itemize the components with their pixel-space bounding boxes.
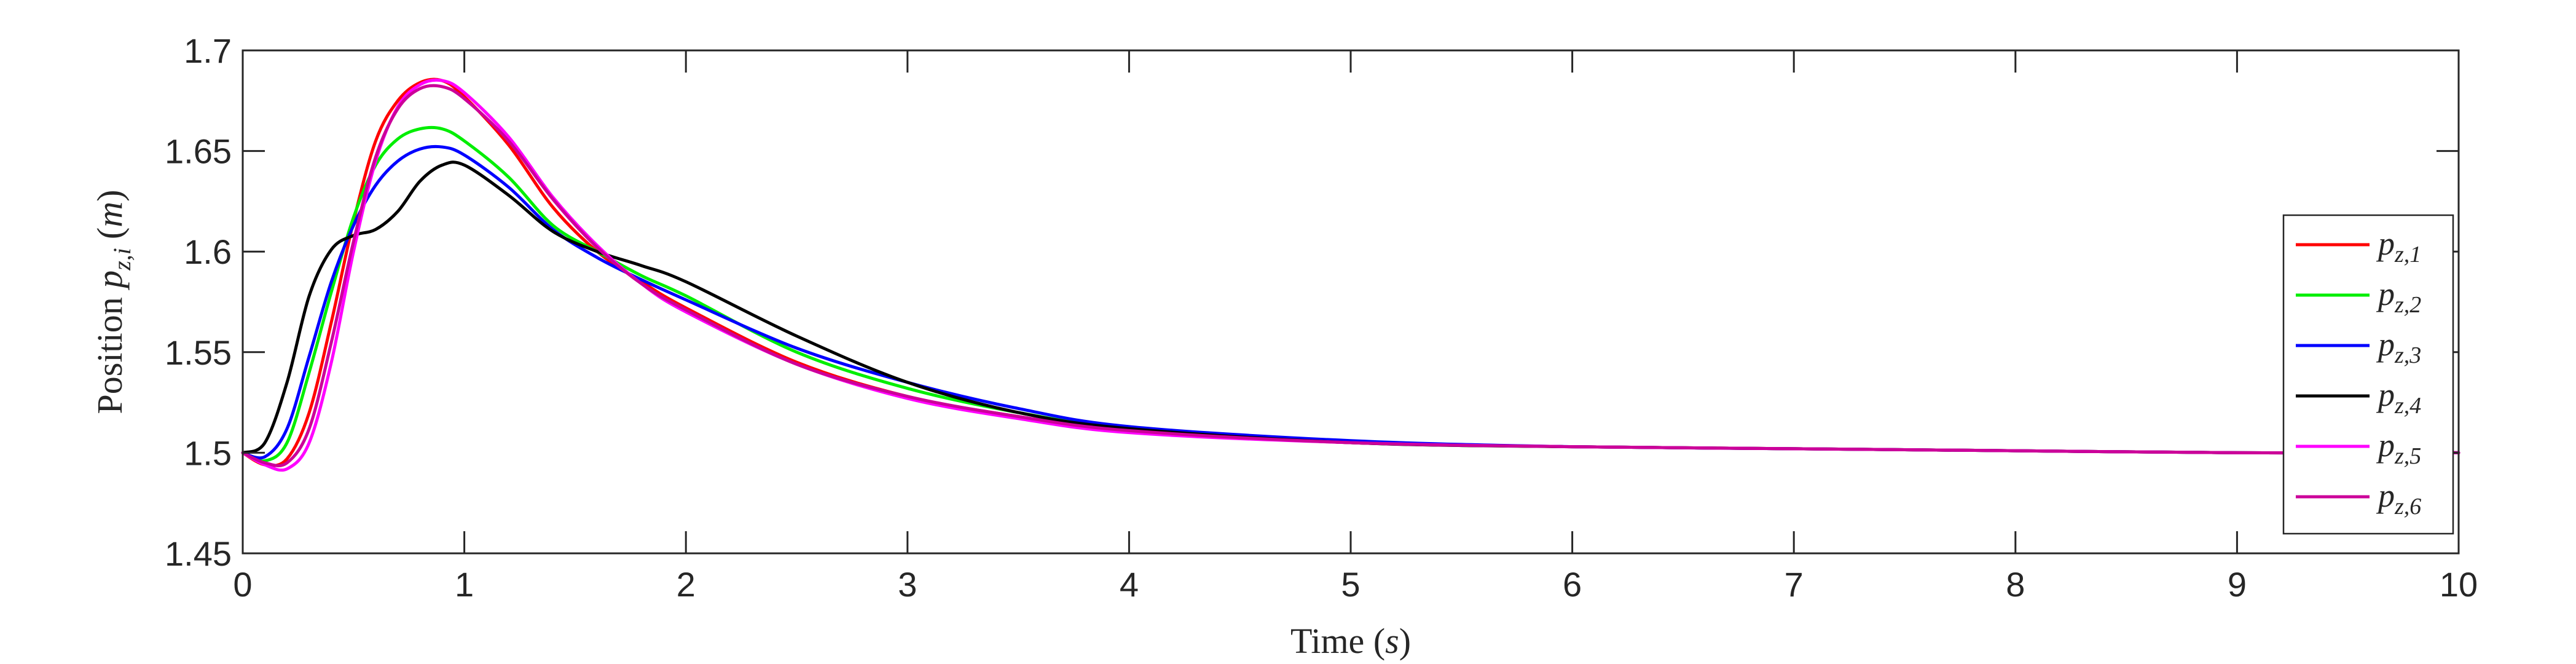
- y-tick-label: 1.5: [184, 433, 232, 472]
- x-tick-label: 0: [233, 565, 252, 604]
- x-tick-label: 6: [1563, 565, 1582, 604]
- legend-label-3: pz,3: [2376, 326, 2421, 368]
- y-tick-label: 1.45: [165, 534, 232, 573]
- x-tick-label: 10: [2440, 565, 2478, 604]
- x-tick-label: 5: [1341, 565, 1360, 604]
- y-tick-label: 1.65: [165, 132, 232, 171]
- x-tick-label: 1: [455, 565, 474, 604]
- x-tick-label: 7: [1785, 565, 1804, 604]
- legend-label-4: pz,4: [2376, 376, 2421, 419]
- legend-label-1: pz,1: [2376, 225, 2421, 267]
- y-tick-label: 1.6: [184, 232, 232, 271]
- x-tick-label: 9: [2228, 565, 2247, 604]
- legend-label-2: pz,2: [2376, 275, 2421, 318]
- y-tick-label: 1.55: [165, 333, 232, 372]
- series-line-6: [241, 84, 2460, 468]
- legend: pz,1 pz,2 pz,3 pz,4 pz,5 pz,6: [2282, 214, 2454, 535]
- x-tick-label: 2: [677, 565, 696, 604]
- x-tick-label: 4: [1120, 565, 1139, 604]
- y-axis-title: Position pz,i(m): [90, 190, 136, 414]
- y-tick-label: 1.7: [184, 31, 232, 70]
- legend-label-5: pz,5: [2376, 427, 2421, 469]
- y-axis: 1.45 1.5 1.55 1.6 1.65 1.7: [165, 31, 2459, 573]
- plot-area: [243, 50, 2459, 553]
- legend-box: [2282, 214, 2454, 535]
- x-tick-label: 8: [2006, 565, 2025, 604]
- x-axis-title: Time (s): [1290, 621, 1411, 661]
- series-layer: [241, 77, 2460, 472]
- x-axis: 0 1 2 3 4 5 6 7 8 9 10: [233, 50, 2478, 604]
- legend-label-6: pz,6: [2376, 477, 2421, 520]
- x-tick-label: 3: [898, 565, 917, 604]
